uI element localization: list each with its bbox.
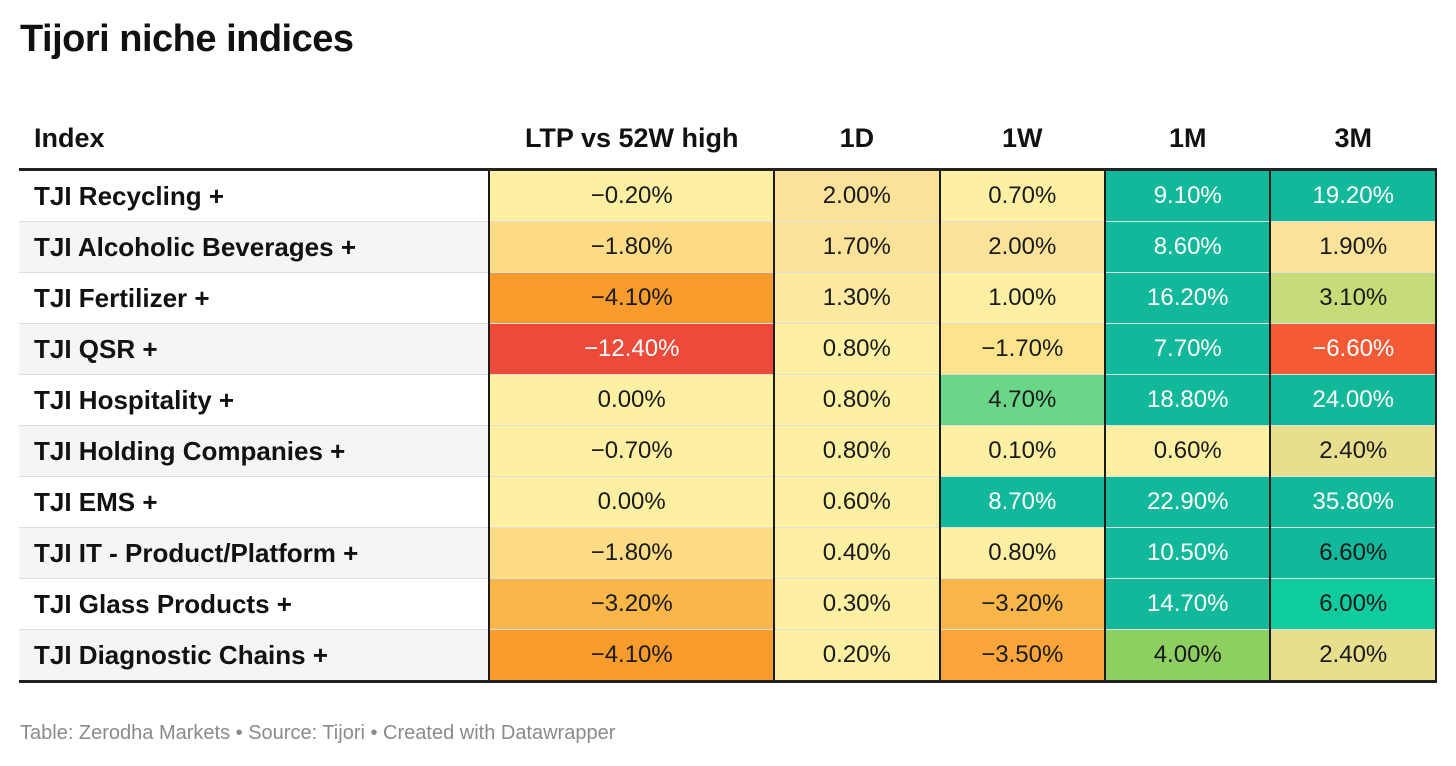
index-name-cell: TJI Holding Companies + — [19, 425, 490, 477]
index-name-cell: TJI Diagnostic Chains + — [19, 629, 490, 683]
value-cell-3m: 3.10% — [1269, 272, 1437, 324]
index-name-cell: TJI Glass Products + — [19, 578, 490, 630]
value-cell-1w: 4.70% — [938, 374, 1107, 426]
column-header-ltp-vs-52w-high[interactable]: LTP vs 52W high — [489, 108, 775, 171]
value-cell-1d: 2.00% — [773, 168, 941, 222]
column-header-index[interactable]: Index — [19, 108, 490, 171]
value-cell-1m: 10.50% — [1104, 527, 1272, 579]
table-row: TJI Alcoholic Beverages + −1.80% 1.70% 2.00… — [19, 221, 1437, 273]
value-cell-3m: 24.00% — [1269, 374, 1437, 426]
value-cell-1w: 0.10% — [938, 425, 1107, 477]
value-cell-1m: 4.00% — [1104, 629, 1272, 683]
value-cell-ltp-vs-52w-high: −4.10% — [488, 629, 776, 683]
value-cell-1d: 0.20% — [773, 629, 941, 683]
table-row: TJI Holding Companies + −0.70% 0.80% 0.10% 0… — [19, 425, 1437, 477]
header-row: Index LTP vs 52W high 1D 1W 1M 3M — [19, 108, 1436, 171]
value-cell-ltp-vs-52w-high: −0.70% — [488, 425, 776, 477]
value-cell-1m: 9.10% — [1104, 168, 1272, 222]
value-cell-1d: 0.30% — [773, 578, 941, 630]
column-header-1d[interactable]: 1D — [774, 108, 940, 171]
value-cell-1m: 16.20% — [1104, 272, 1272, 324]
value-cell-1w: −3.20% — [938, 578, 1107, 630]
index-name-cell: TJI QSR + — [19, 323, 490, 375]
index-name-cell: TJI Hospitality + — [19, 374, 490, 426]
value-cell-ltp-vs-52w-high: −1.80% — [488, 527, 776, 579]
value-cell-1m: 22.90% — [1104, 476, 1272, 528]
index-name-cell: TJI Alcoholic Beverages + — [19, 221, 490, 273]
value-cell-1d: 1.70% — [773, 221, 941, 273]
value-cell-1m: 8.60% — [1104, 221, 1272, 273]
value-cell-1d: 1.30% — [773, 272, 941, 324]
value-cell-ltp-vs-52w-high: 0.00% — [488, 374, 776, 426]
value-cell-3m: −6.60% — [1269, 323, 1437, 375]
value-cell-1w: 8.70% — [938, 476, 1107, 528]
value-cell-1d: 0.80% — [773, 425, 941, 477]
value-cell-3m: 35.80% — [1269, 476, 1437, 528]
chart-title: Tijori niche indices — [20, 18, 354, 60]
value-cell-1d: 0.80% — [773, 323, 941, 375]
value-cell-1m: 7.70% — [1104, 323, 1272, 375]
value-cell-1d: 0.60% — [773, 476, 941, 528]
value-cell-1m: 0.60% — [1104, 425, 1272, 477]
value-cell-1d: 0.40% — [773, 527, 941, 579]
value-cell-ltp-vs-52w-high: −0.20% — [488, 168, 776, 222]
table-row: TJI Diagnostic Chains + −4.10% 0.20% −3.50%… — [19, 629, 1437, 683]
value-cell-3m: 2.40% — [1269, 629, 1437, 683]
value-cell-1w: −3.50% — [938, 629, 1107, 683]
table-row: TJI Hospitality +0.00% 0.80% 4.70% 18.80% 24… — [19, 374, 1437, 426]
column-header-3m[interactable]: 3M — [1270, 108, 1436, 171]
column-header-1m[interactable]: 1M — [1105, 108, 1271, 171]
value-cell-ltp-vs-52w-high: −12.40% — [488, 323, 776, 375]
value-cell-ltp-vs-52w-high: −3.20% — [488, 578, 776, 630]
table-body: TJI Recycling + −0.20% 2.00% 0.70% 9.10% 19.2… — [19, 168, 1437, 683]
table-row: TJI IT - Product/Platform + −1.80% 0.40% 0.… — [19, 527, 1437, 579]
value-cell-1m: 14.70% — [1104, 578, 1272, 630]
chart-footer: Table: Zerodha Markets • Source: Tijori … — [20, 722, 616, 744]
table-row: TJI EMS +0.00% 0.60% 8.70% 22.90% 35.80% — [19, 476, 1437, 528]
table-header: Index LTP vs 52W high 1D 1W 1M 3M — [19, 108, 1436, 171]
value-cell-1w: 1.00% — [938, 272, 1107, 324]
table-row: TJI Recycling + −0.20% 2.00% 0.70% 9.10% 19.2… — [19, 168, 1437, 222]
table-row: TJI Fertilizer + −4.10% 1.30% 1.00% 16.20% 3.… — [19, 272, 1437, 324]
value-cell-ltp-vs-52w-high: −1.80% — [488, 221, 776, 273]
value-cell-ltp-vs-52w-high: 0.00% — [488, 476, 776, 528]
value-cell-3m: 2.40% — [1269, 425, 1437, 477]
index-name-cell: TJI EMS + — [19, 476, 490, 528]
value-cell-3m: 1.90% — [1269, 221, 1437, 273]
indices-table: Index LTP vs 52W high 1D 1W 1M 3M TJI Re… — [19, 108, 1437, 683]
column-header-1w[interactable]: 1W — [939, 108, 1106, 171]
value-cell-1w: 0.80% — [938, 527, 1107, 579]
value-cell-3m: 19.20% — [1269, 168, 1437, 222]
value-cell-1w: 0.70% — [938, 168, 1107, 222]
value-cell-3m: 6.00% — [1269, 578, 1437, 630]
value-cell-1m: 18.80% — [1104, 374, 1272, 426]
table-row: TJI Glass Products + −3.20% 0.30% −3.20% 14.… — [19, 578, 1437, 630]
table-row: TJI QSR + −12.40% 0.80% −1.70% 7.70% −6.60% — [19, 323, 1437, 375]
index-name-cell: TJI IT - Product/Platform + — [19, 527, 490, 579]
value-cell-1w: −1.70% — [938, 323, 1107, 375]
value-cell-3m: 6.60% — [1269, 527, 1437, 579]
index-name-cell: TJI Recycling + — [19, 169, 490, 222]
index-name-cell: TJI Fertilizer + — [19, 272, 490, 324]
value-cell-1w: 2.00% — [938, 221, 1107, 273]
value-cell-ltp-vs-52w-high: −4.10% — [488, 272, 776, 324]
value-cell-1d: 0.80% — [773, 374, 941, 426]
